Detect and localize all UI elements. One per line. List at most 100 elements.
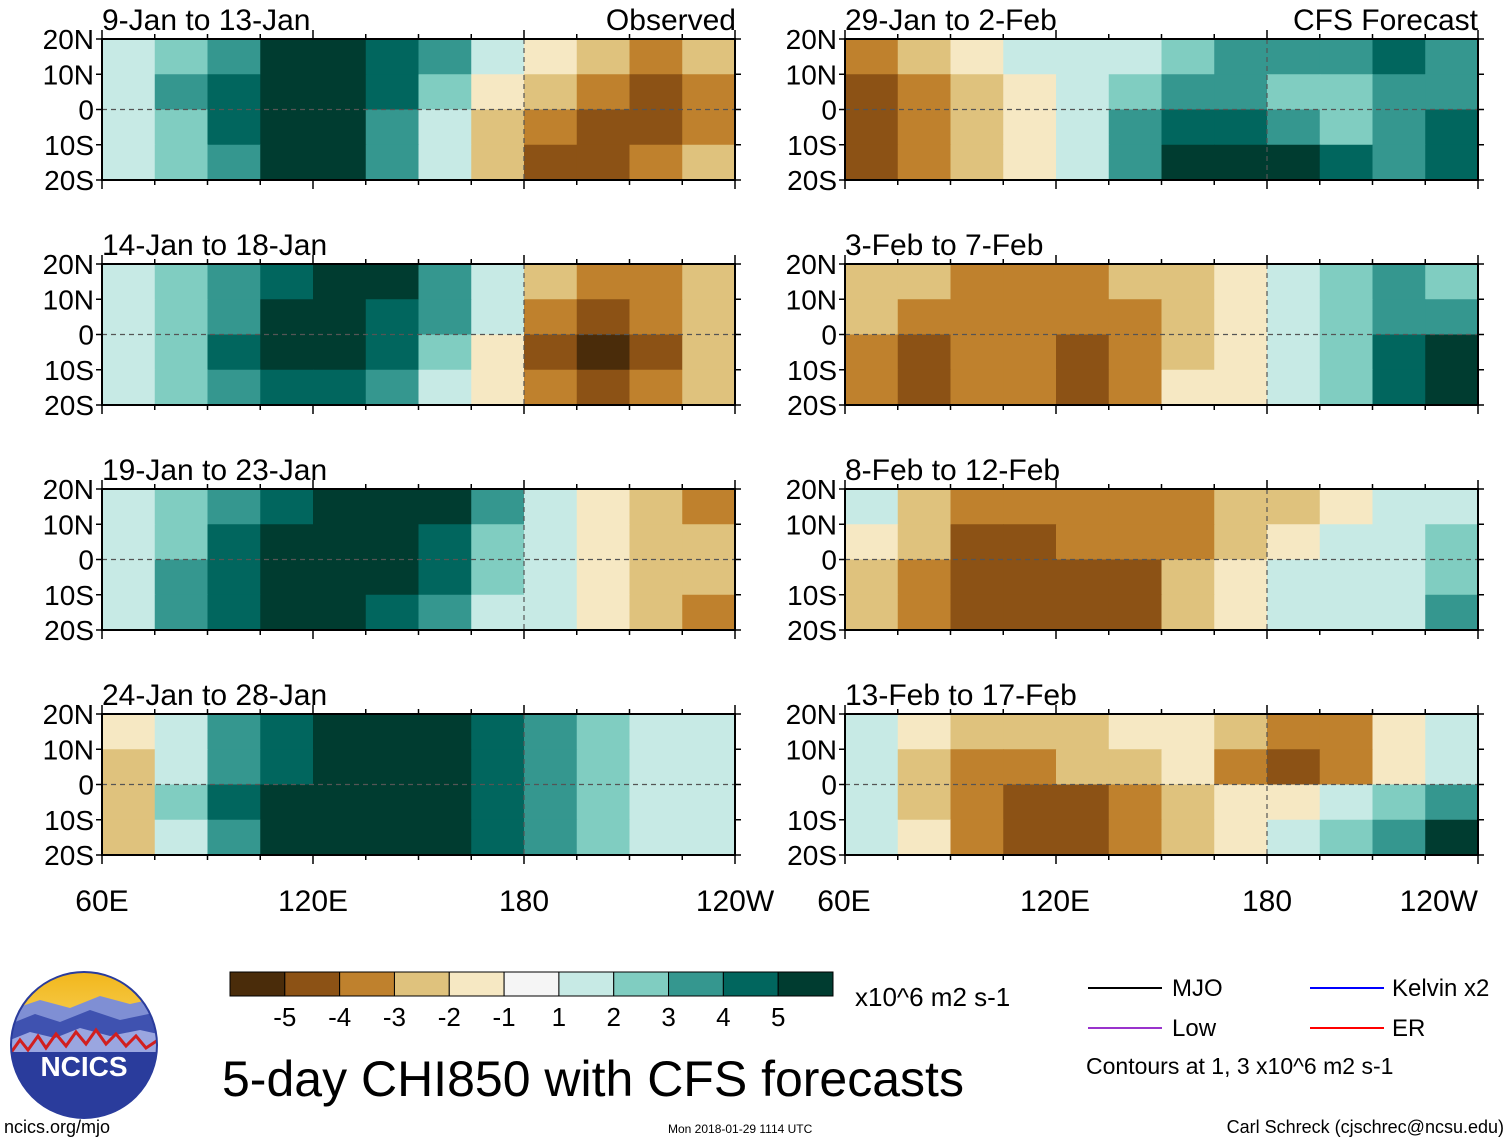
anomaly-cell [154, 559, 209, 596]
anomaly-cell [576, 594, 631, 631]
anomaly-cell [845, 714, 899, 750]
anomaly-cell [313, 819, 367, 856]
period-title: 19-Jan to 23-Jan [102, 454, 327, 487]
anomaly-cell [102, 714, 156, 750]
anomaly-cell [313, 559, 367, 596]
y-tick-label: 0 [821, 95, 837, 126]
anomaly-cell [1003, 299, 1057, 336]
anomaly-cell [365, 784, 420, 821]
anomaly-cell [845, 74, 899, 111]
anomaly-cell [313, 144, 367, 181]
anomaly-cell [365, 144, 420, 181]
anomaly-cell [1161, 489, 1215, 525]
anomaly-cell [471, 369, 525, 406]
anomaly-cell [845, 299, 899, 336]
anomaly-cell [1372, 559, 1426, 596]
anomaly-cell [897, 489, 952, 525]
anomaly-cell [1161, 334, 1215, 371]
anomaly-cell [1108, 334, 1163, 371]
anomaly-cell [576, 749, 631, 786]
anomaly-cell [897, 144, 952, 181]
anomaly-cell [897, 334, 952, 371]
anomaly-cell [471, 784, 525, 821]
anomaly-cell [897, 299, 952, 336]
anomaly-cell [313, 714, 367, 750]
anomaly-cell [524, 144, 578, 181]
anomaly-cell [1319, 749, 1374, 786]
anomaly-cell [471, 109, 525, 146]
anomaly-cell [1425, 264, 1479, 300]
anomaly-cell [576, 39, 631, 75]
anomaly-cell [950, 109, 1004, 146]
y-tick-label: 20S [787, 615, 837, 646]
anomaly-cell [897, 819, 952, 856]
anomaly-cell [1267, 524, 1321, 561]
anomaly-cell [260, 299, 314, 336]
anomaly-cell [1214, 334, 1268, 371]
anomaly-cell [418, 299, 472, 336]
anomaly-cell [471, 819, 525, 856]
x-tick-label: 120E [278, 885, 348, 918]
anomaly-cell [524, 784, 578, 821]
anomaly-cell [154, 594, 209, 631]
anomaly-cell [682, 299, 736, 336]
anomaly-cell [471, 39, 525, 75]
anomaly-cell [1425, 109, 1479, 146]
anomaly-cell [207, 39, 261, 75]
anomaly-cell [524, 559, 578, 596]
anomaly-cell [1108, 144, 1163, 181]
anomaly-cell [576, 489, 631, 525]
anomaly-cell [629, 299, 683, 336]
anomaly-cell [576, 819, 631, 856]
anomaly-cell [1372, 74, 1426, 111]
colorbar-tick-label: 2 [606, 1002, 620, 1032]
anomaly-cell [576, 334, 631, 371]
anomaly-cell [845, 594, 899, 631]
anomaly-cell [1425, 489, 1479, 525]
anomaly-cell [365, 489, 420, 525]
anomaly-cell [260, 749, 314, 786]
anomaly-cell [629, 489, 683, 525]
anomaly-cell [682, 559, 736, 596]
anomaly-cell [1267, 749, 1321, 786]
anomaly-cell [1214, 784, 1268, 821]
anomaly-cell [1372, 39, 1426, 75]
anomaly-cell [1214, 559, 1268, 596]
anomaly-cell [845, 819, 899, 856]
anomaly-cell [629, 369, 683, 406]
line-legend: MJO Kelvin x2 Low ER Contours at 1, 3 x1… [1086, 975, 1489, 1079]
anomaly-cell [1319, 594, 1374, 631]
anomaly-cell [313, 299, 367, 336]
anomaly-cell [365, 334, 420, 371]
y-tick-label: 10S [787, 130, 837, 161]
anomaly-cell [471, 144, 525, 181]
anomaly-cell [1372, 594, 1426, 631]
anomaly-cell [471, 559, 525, 596]
anomaly-cell [154, 74, 209, 111]
y-tick-label: 10S [787, 805, 837, 836]
anomaly-cell [682, 334, 736, 371]
colorbar: -5 -4 -3 -2 -1 1 2 3 4 5 [229, 971, 834, 1032]
anomaly-cell [682, 594, 736, 631]
anomaly-cell [154, 749, 209, 786]
anomaly-cell [950, 714, 1004, 750]
anomaly-cell [1003, 819, 1057, 856]
anomaly-cell [1372, 369, 1426, 406]
anomaly-cell [365, 559, 420, 596]
anomaly-cell [471, 714, 525, 750]
anomaly-cell [1003, 74, 1057, 111]
anomaly-cell [629, 749, 683, 786]
anomaly-cell [207, 784, 261, 821]
anomaly-cell [1161, 74, 1215, 111]
anomaly-cell [154, 334, 209, 371]
anomaly-cell [950, 74, 1004, 111]
anomaly-cell [845, 334, 899, 371]
y-tick-label: 10N [43, 284, 94, 315]
anomaly-cell [629, 39, 683, 75]
anomaly-cell [102, 489, 156, 525]
anomaly-cell [1003, 749, 1057, 786]
anomaly-cell [1108, 489, 1163, 525]
anomaly-cell [1214, 594, 1268, 631]
anomaly-cell [365, 524, 420, 561]
anomaly-cell [207, 749, 261, 786]
